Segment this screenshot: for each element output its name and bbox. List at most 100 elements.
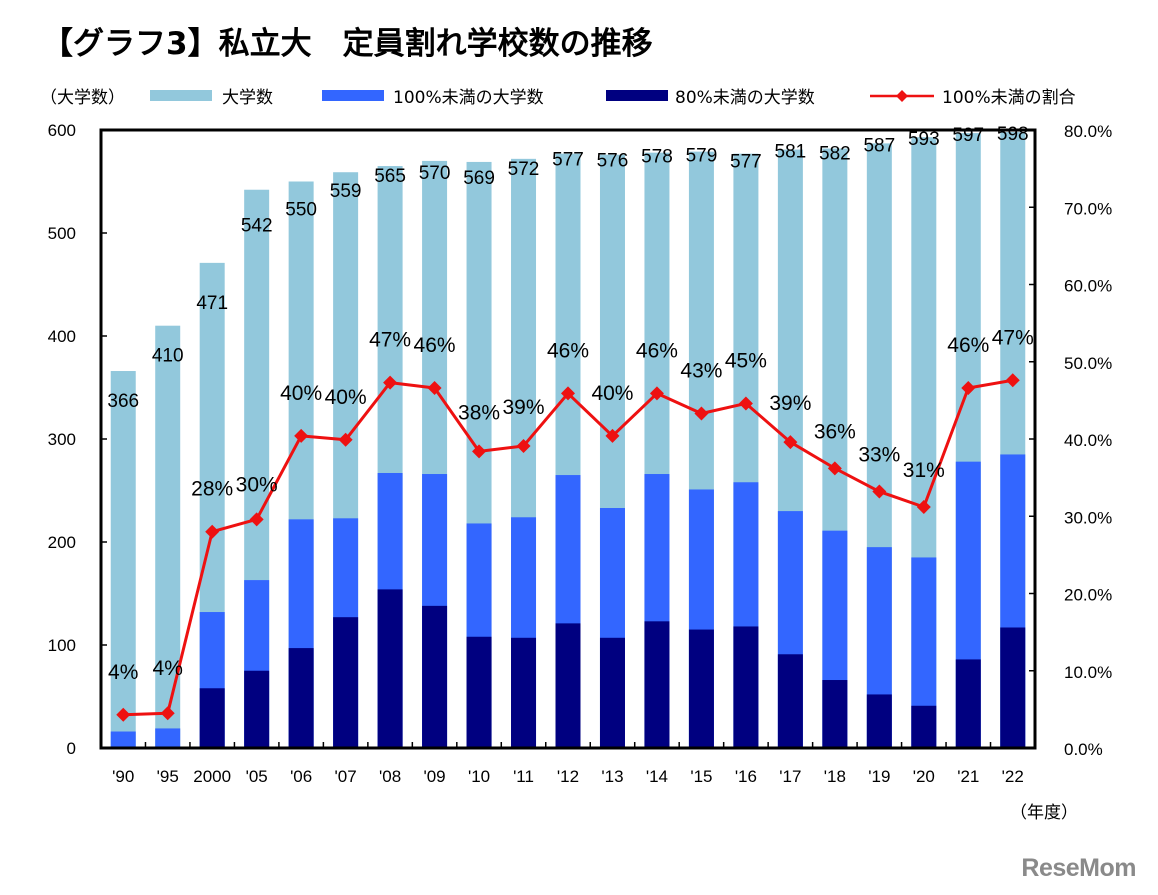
ratio-data-label: 4% xyxy=(108,661,138,684)
bar-under80 xyxy=(955,659,981,748)
total-data-label: 597 xyxy=(952,125,984,146)
bar-under80 xyxy=(244,670,270,748)
y2-tick-label: 70.0% xyxy=(1064,199,1112,218)
x-tick-label: '21 xyxy=(957,767,979,786)
total-data-label: 577 xyxy=(552,150,584,171)
ratio-marker xyxy=(427,381,442,396)
x-tick-label: '07 xyxy=(335,767,357,786)
ratio-marker xyxy=(472,444,487,459)
ratio-data-label: 30% xyxy=(236,473,278,496)
x-axis: '90 '95 2000 '05 '06 '07 '08 '09 '10 '11 '12 '13 '14… xyxy=(112,742,1024,786)
y2-tick-label: 30.0% xyxy=(1064,508,1112,527)
legend-marker-icon xyxy=(896,90,908,102)
legend-label-0: 大学数 xyxy=(222,88,273,108)
watermark-logo: ReseMom xyxy=(1021,854,1136,882)
y2-tick-label: 80.0% xyxy=(1064,122,1112,141)
bar-under100 xyxy=(110,731,136,748)
y-tick-label: 500 xyxy=(48,224,76,243)
legend-swatch-2 xyxy=(606,90,668,101)
ratio-marker xyxy=(205,524,220,539)
total-data-label: 570 xyxy=(419,163,451,184)
y-tick-label: 200 xyxy=(48,533,76,552)
ratio-data-label: 33% xyxy=(858,444,900,467)
x-tick-label: '08 xyxy=(379,767,401,786)
ratio-marker xyxy=(961,381,976,396)
ratio-data-labels: 4% 4%28% 30%40% 40%47% 46%38% 39%46%40%46%43%… xyxy=(108,326,1034,683)
ratio-data-label: 47% xyxy=(992,326,1034,349)
ratio-data-label: 39% xyxy=(769,392,811,415)
ratio-data-label: 43% xyxy=(680,360,722,383)
ratio-marker xyxy=(649,386,664,401)
bar-under80 xyxy=(688,629,714,748)
total-data-label: 471 xyxy=(196,293,228,314)
y2-tick-label: 10.0% xyxy=(1064,663,1112,682)
ratio-data-label: 46% xyxy=(547,339,589,362)
bar-under80 xyxy=(555,623,581,748)
ratio-data-label: 46% xyxy=(636,339,678,362)
x-tick-label: '17 xyxy=(779,767,801,786)
bar-under80 xyxy=(911,705,937,748)
x-tick-label: '95 xyxy=(157,767,179,786)
total-data-label: 582 xyxy=(819,144,851,165)
total-data-labels: 366 410 471 542 550 559 565 570 569 572 577 576 578 5… xyxy=(107,124,1028,412)
bar-under80 xyxy=(1000,627,1026,748)
ratio-marker xyxy=(516,438,531,453)
x-tick-label: '15 xyxy=(690,767,712,786)
ratio-marker xyxy=(338,432,353,447)
x-tick-label: '13 xyxy=(601,767,623,786)
y-axis-left: 0 100 200 300 400 500 600 xyxy=(48,121,107,758)
ratio-marker xyxy=(294,428,309,443)
ratio-marker xyxy=(249,512,264,527)
y2-tick-label: 0.0% xyxy=(1064,740,1103,759)
x-tick-label: '05 xyxy=(246,767,268,786)
x-tick-label: '06 xyxy=(290,767,312,786)
ratio-marker xyxy=(738,396,753,411)
ratio-marker xyxy=(116,707,131,722)
y-tick-label: 400 xyxy=(48,327,76,346)
x-tick-label: '09 xyxy=(423,767,445,786)
bar-under100 xyxy=(155,728,181,748)
total-data-label: 587 xyxy=(863,135,895,156)
x-tick-label: '12 xyxy=(557,767,579,786)
ratio-marker xyxy=(694,406,709,421)
total-data-label: 542 xyxy=(241,216,273,237)
bar-under80 xyxy=(866,694,892,748)
ratio-data-label: 40% xyxy=(325,386,367,409)
y2-tick-label: 60.0% xyxy=(1064,277,1112,296)
ratio-marker xyxy=(872,484,887,499)
ratio-marker xyxy=(1005,373,1020,388)
bar-under80 xyxy=(777,654,803,748)
ratio-marker xyxy=(383,375,398,390)
ratio-data-label: 4% xyxy=(153,657,183,680)
x-tick-label: '16 xyxy=(735,767,757,786)
total-data-label: 572 xyxy=(508,159,540,180)
x-tick-label: '11 xyxy=(513,767,534,786)
x-tick-label: '22 xyxy=(1002,767,1024,786)
total-data-label: 577 xyxy=(730,152,762,173)
ratio-data-label: 46% xyxy=(414,334,456,357)
legend-label-3: 100%未満の割合 xyxy=(942,88,1076,108)
bar-under80 xyxy=(599,637,625,748)
x-tick-label: '14 xyxy=(646,767,668,786)
bar-under80 xyxy=(288,648,314,748)
bar-under80 xyxy=(733,626,759,748)
x-tick-label: '90 xyxy=(112,767,134,786)
y-tick-label: 600 xyxy=(48,121,76,140)
total-data-label: 581 xyxy=(775,142,807,163)
y-axis-label: （大学数） xyxy=(40,88,125,108)
bar-under80 xyxy=(422,605,448,748)
ratio-data-label: 38% xyxy=(458,401,500,424)
total-data-label: 578 xyxy=(641,147,673,168)
total-data-label: 366 xyxy=(107,391,139,412)
total-data-label: 598 xyxy=(997,124,1029,145)
total-data-label: 569 xyxy=(463,168,495,189)
ratio-data-label: 45% xyxy=(725,349,767,372)
x-tick-label: '19 xyxy=(868,767,890,786)
ratio-data-label: 31% xyxy=(903,459,945,482)
ratio-data-label: 40% xyxy=(280,382,322,405)
bars-under80-series xyxy=(155,589,1026,748)
x-tick-label: 2000 xyxy=(193,767,231,786)
total-data-label: 559 xyxy=(330,181,362,202)
total-data-label: 550 xyxy=(285,200,317,221)
ratio-marker xyxy=(827,461,842,476)
